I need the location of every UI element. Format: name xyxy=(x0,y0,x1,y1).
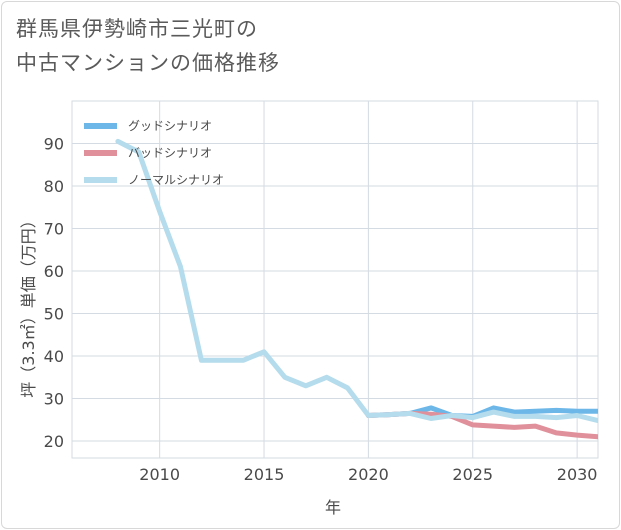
y-tick-label: 70 xyxy=(44,220,64,239)
legend-item-1[interactable]: グッドシナリオ xyxy=(84,119,212,133)
y-tick-label: 80 xyxy=(44,177,64,196)
line-chart: 2010 2015 2020 2025 2030 2030405060708090 年 … xyxy=(0,0,621,530)
y-tick-label: 50 xyxy=(44,305,64,324)
y-axis-title: 坪（3.3㎡）単価（万円） xyxy=(19,212,38,397)
legend-label: グッドシナリオ xyxy=(128,119,212,133)
y-tick-label: 20 xyxy=(44,432,64,451)
x-tick-label: 2020 xyxy=(348,465,389,484)
y-tick-label: 30 xyxy=(44,390,64,409)
x-tick-label: 2010 xyxy=(139,465,180,484)
y-tick-label: 40 xyxy=(44,347,64,366)
legend-item-3[interactable]: ノーマルシナリオ xyxy=(84,173,224,187)
y-tick-label: 60 xyxy=(44,262,64,281)
x-axis-title: 年 xyxy=(325,498,341,517)
y-tick-label: 90 xyxy=(44,135,64,154)
legend-item-2[interactable]: バッドシナリオ xyxy=(84,146,212,160)
legend-label: バッドシナリオ xyxy=(128,146,212,160)
x-tick-label: 2025 xyxy=(452,465,493,484)
x-tick-label: 2015 xyxy=(244,465,285,484)
x-tick-label: 2030 xyxy=(557,465,598,484)
x-axis-ticks: 2010 2015 2020 2025 2030 xyxy=(139,465,597,484)
y-axis-ticks: 20 30 40 50 60 70 80 90 xyxy=(44,135,64,452)
legend-label: ノーマルシナリオ xyxy=(128,173,224,187)
